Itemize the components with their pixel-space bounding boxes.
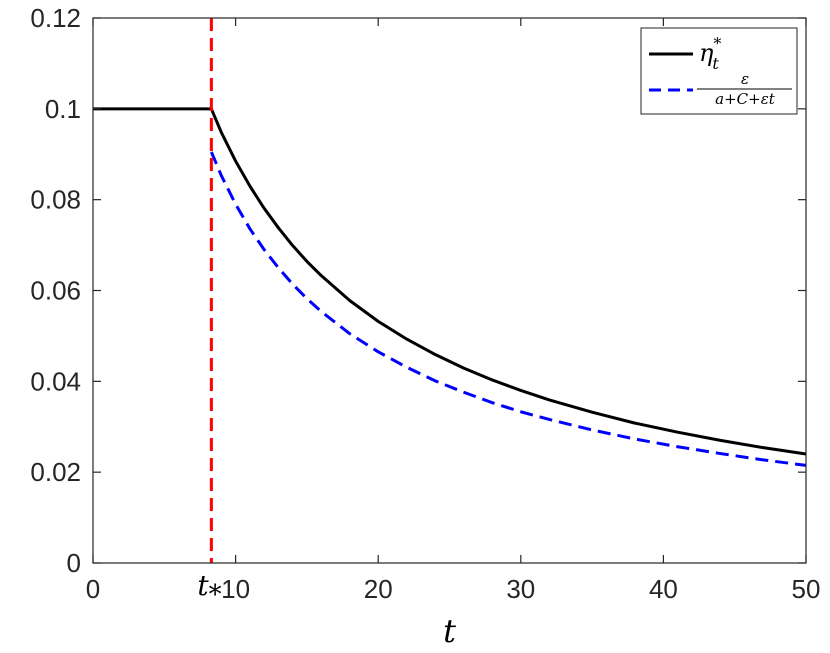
legend-label-2-denominator: a+C+εt — [715, 90, 776, 108]
x-tick-label: 30 — [506, 574, 535, 604]
y-tick-label: 0.04 — [30, 366, 81, 396]
y-tick-label: 0.06 — [30, 276, 81, 306]
x-tick-label: 0 — [86, 574, 100, 604]
axes-layer: 0 10 20 30 40 50 0 0.02 0.04 0.06 0.08 0.1 0.12 t* t — [30, 3, 820, 650]
x-axis-label: t — [443, 612, 456, 650]
x-tick-label: 10 — [221, 574, 250, 604]
x-tick-label: 50 — [792, 574, 821, 604]
x-tick-label: 40 — [649, 574, 678, 604]
series-layer — [93, 107, 807, 467]
y-tick-label: 0.1 — [45, 94, 81, 124]
legend-label-2-numerator: ε — [741, 70, 749, 88]
y-tick-label: 0.08 — [30, 185, 81, 215]
legend-box — [640, 27, 798, 115]
legend: η* t ε a+C+εt — [640, 27, 798, 115]
x-tick-label: 20 — [364, 574, 393, 604]
y-tick-label: 0.02 — [30, 457, 81, 487]
vertical-marker-label: t* — [197, 569, 221, 610]
legend-label-1: η* t — [699, 34, 721, 73]
y-tick-label: 0.12 — [30, 3, 81, 33]
y-tick-label: 0 — [67, 548, 81, 578]
series-line-2 — [209, 151, 807, 467]
series-line-1 — [93, 107, 807, 456]
